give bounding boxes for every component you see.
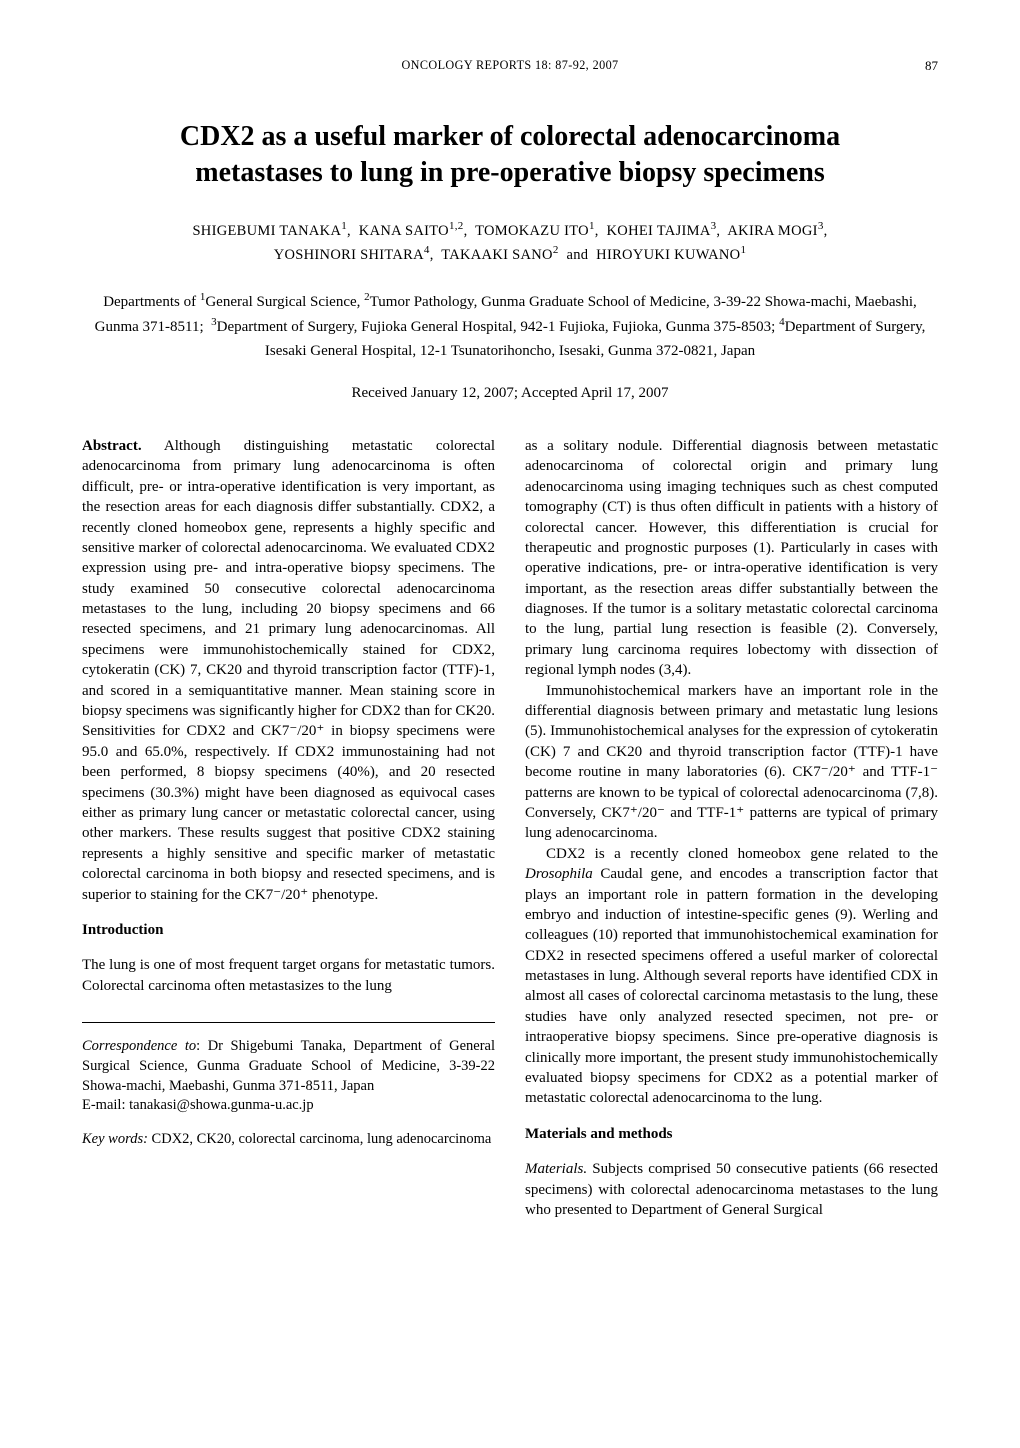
- title-line-2: metastases to lung in pre-operative biop…: [195, 157, 824, 188]
- materials-paragraph: Materials. Subjects comprised 50 consecu…: [525, 1159, 938, 1220]
- correspondence: Correspondence to: Dr Shigebumi Tanaka, …: [82, 1037, 495, 1116]
- article-title: CDX2 as a useful marker of colorectal ad…: [82, 119, 938, 192]
- right-paragraph-2: Immunohistochemical markers have an impo…: [525, 681, 938, 844]
- correspondence-label: Correspondence to: [82, 1038, 196, 1054]
- correspondence-text: Correspondence to: Dr Shigebumi Tanaka, …: [82, 1037, 495, 1096]
- two-column-body: Abstract. Although distinguishing metast…: [82, 436, 938, 1220]
- keywords-label: Key words:: [82, 1131, 148, 1147]
- footnote-block: Correspondence to: Dr Shigebumi Tanaka, …: [82, 1037, 495, 1150]
- materials-sublabel: Materials.: [525, 1161, 587, 1177]
- received-dates: Received January 12, 2007; Accepted Apri…: [82, 385, 938, 402]
- affiliations: Departments of 1General Surgical Science…: [82, 289, 938, 363]
- abstract-text: Although distinguishing metastatic color…: [82, 438, 495, 903]
- abstract-label: Abstract.: [82, 438, 142, 454]
- introduction-heading: Introduction: [82, 920, 495, 940]
- right-column: as a solitary nodule. Differential diagn…: [525, 436, 938, 1220]
- keywords: Key words: CDX2, CK20, colorectal carcin…: [82, 1130, 495, 1150]
- left-column: Abstract. Although distinguishing metast…: [82, 436, 495, 1220]
- page-container: ONCOLOGY REPORTS 18: 87-92, 2007 87 CDX2…: [0, 0, 1020, 1270]
- page-number: 87: [925, 58, 938, 74]
- correspondence-email: E-mail: tanakasi@showa.gunma-u.ac.jp: [82, 1096, 495, 1116]
- keywords-body: CDX2, CK20, colorectal carcinoma, lung a…: [148, 1131, 491, 1147]
- right-paragraph-1: as a solitary nodule. Differential diagn…: [525, 436, 938, 681]
- running-head: ONCOLOGY REPORTS 18: 87-92, 2007: [82, 58, 938, 73]
- author-list: SHIGEBUMI TANAKA1, KANA SAITO1,2, TOMOKA…: [82, 218, 938, 267]
- materials-heading: Materials and methods: [525, 1124, 938, 1144]
- abstract-paragraph: Abstract. Although distinguishing metast…: [82, 436, 495, 905]
- materials-body: Subjects comprised 50 consecutive patien…: [525, 1161, 938, 1218]
- right-paragraph-3: CDX2 is a recently cloned homeobox gene …: [525, 844, 938, 1109]
- keywords-text: Key words: CDX2, CK20, colorectal carcin…: [82, 1130, 495, 1150]
- footnote-divider: [82, 1022, 495, 1023]
- intro-paragraph-1: The lung is one of most frequent target …: [82, 955, 495, 996]
- title-line-1: CDX2 as a useful marker of colorectal ad…: [180, 121, 840, 152]
